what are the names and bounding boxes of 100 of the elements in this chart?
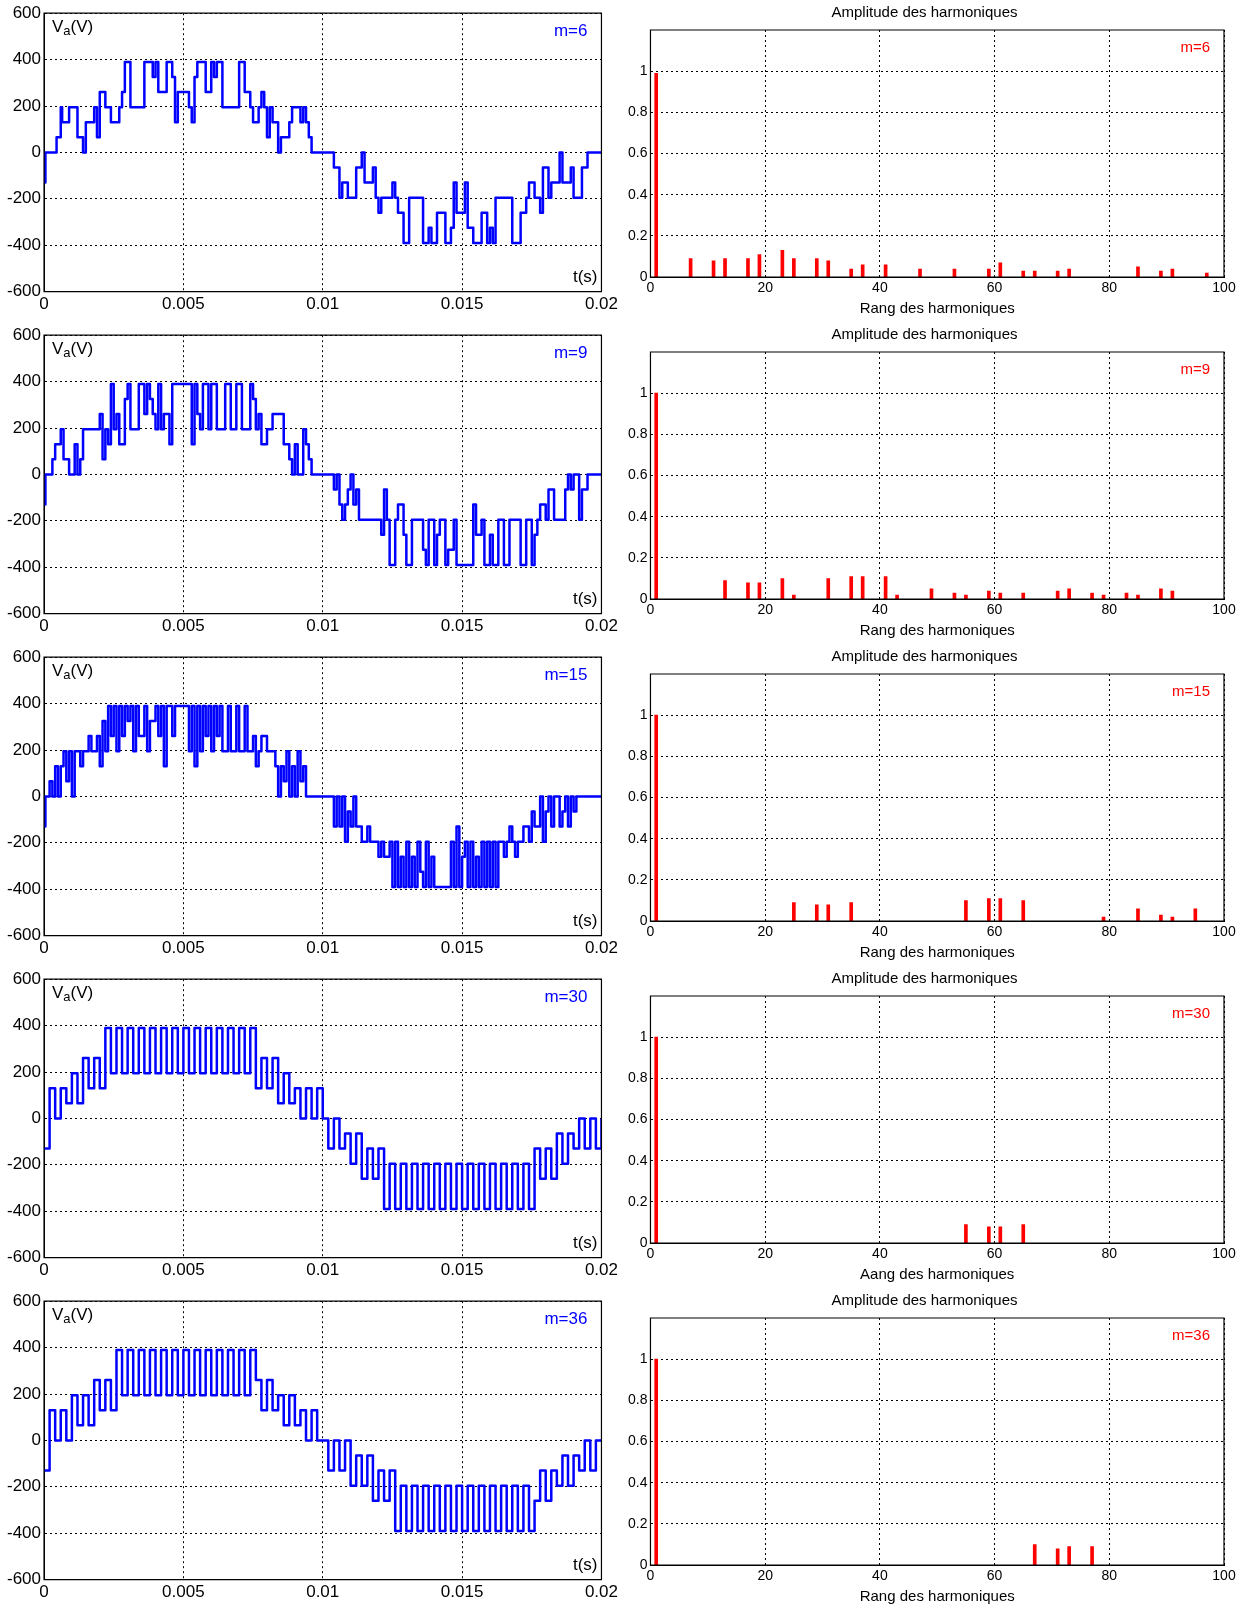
x-tick-label: 0.005 [162,938,205,958]
bar [1055,1548,1060,1566]
y-tick-label: 600 [12,968,42,988]
bar [1032,270,1037,278]
x-tick-label: 0.02 [584,616,618,636]
y-tick-label: 0 [31,1108,42,1128]
x-tick-label: 100 [1212,601,1236,618]
x-tick-label: 0.005 [162,294,205,314]
bar [964,1224,968,1244]
y-tick-label: 0.6 [627,1432,648,1449]
bar [792,258,796,278]
bar [792,594,796,600]
x-tick-label: 40 [872,1567,888,1584]
bar [987,590,991,600]
annotation: m=15 [1172,681,1210,699]
y-tick-label: 0.4 [627,829,648,846]
x-tick-label: 0.015 [440,294,484,314]
x-tick-label: 0.015 [440,616,484,636]
y-tick-label: 1 [639,384,648,401]
chart-title: Amplitude des harmoniques [831,3,1018,21]
bar [654,72,659,278]
y-tick-label: 0.8 [627,425,648,442]
bar [998,898,1003,922]
x-tick-label: 100 [1212,923,1236,940]
y-tick-label: 0 [639,912,648,929]
x-axis-title: t(s) [572,588,598,608]
y-tick-label: -400 [6,234,42,254]
x-tick-label: 60 [986,1245,1003,1262]
y-tick-label: 200 [12,417,42,437]
bar [1067,268,1071,278]
y-tick-label: 200 [12,739,42,759]
bar [1193,908,1198,922]
y-tick-label: 400 [12,49,42,69]
bar [849,902,854,922]
bar [1032,1544,1037,1566]
bar [723,258,727,278]
y-tick-label: 0.2 [627,1192,648,1209]
x-axis-title: t(s) [572,1232,598,1252]
y-tick-label: 600 [12,324,42,344]
x-tick-label: 0.02 [584,1260,618,1280]
bar [1021,592,1026,600]
y-tick-label: 0.4 [627,185,648,202]
y-tick-label: -400 [6,1522,42,1542]
y-tick-label: 0.2 [627,226,648,243]
bar [1159,588,1163,600]
bar [964,900,968,922]
y-tick-label: -400 [6,556,42,576]
annotation: m=30 [1172,1003,1210,1021]
bar [1055,270,1060,278]
y-tick-label: 0 [31,1430,42,1450]
x-tick-label: 0.015 [440,938,484,958]
chart-title: Amplitude des harmoniques [831,647,1018,665]
x-tick-label: 0.02 [584,294,618,314]
y-tick-label: 0 [639,590,648,607]
x-tick-label: 60 [986,1567,1003,1584]
bar [792,902,796,922]
x-tick-label: 80 [1101,601,1118,618]
x-tick-label: 0.005 [162,616,205,636]
y-tick-label: 400 [12,693,42,713]
bar [826,904,831,922]
bar [1067,1546,1071,1566]
y-tick-label: 200 [12,95,42,115]
y-tick-label: 200 [12,1383,42,1403]
y-tick-label: 600 [12,2,42,22]
y-tick-label: 0.6 [627,1110,648,1127]
y-tick-label: 0.4 [627,1473,648,1490]
bar [746,582,750,600]
bar [1090,592,1094,600]
x-axis-title: Rang des harmoniques [859,299,1015,317]
y-tick-label: 200 [12,1061,42,1081]
x-tick-label: 60 [986,279,1003,296]
y-tick-label: -200 [6,510,42,530]
bar [1159,270,1163,278]
bar [1136,266,1140,278]
x-axis-title: Rang des harmoniques [859,1587,1015,1605]
chart-title: Amplitude des harmoniques [831,969,1018,987]
y-tick-label: -400 [6,878,42,898]
x-tick-label: 100 [1212,279,1236,296]
x-tick-label: 20 [757,1567,774,1584]
y-tick-label: 1 [639,1350,648,1367]
annotation: m=9 [1180,359,1210,377]
x-axis-title: t(s) [572,266,598,286]
x-tick-label: 20 [757,923,774,940]
y-tick-label: -200 [6,832,42,852]
x-tick-label: 60 [986,601,1003,618]
annotation: m=6 [1180,37,1210,55]
y-tick-label: 0.2 [627,1514,648,1531]
y-tick-label: 0 [639,1234,648,1251]
bar [654,714,659,922]
annotation: m=30 [544,987,588,1007]
x-tick-label: 0.015 [440,1582,484,1602]
y-tick-label: -200 [6,188,42,208]
bar [998,1226,1003,1244]
bar [1067,588,1071,600]
x-tick-label: 0.01 [306,1260,340,1280]
bar [998,262,1003,278]
y-tick-label: -400 [6,1200,42,1220]
bar [1055,590,1060,600]
annotation: m=15 [544,665,588,685]
x-tick-label: 0.01 [306,616,340,636]
